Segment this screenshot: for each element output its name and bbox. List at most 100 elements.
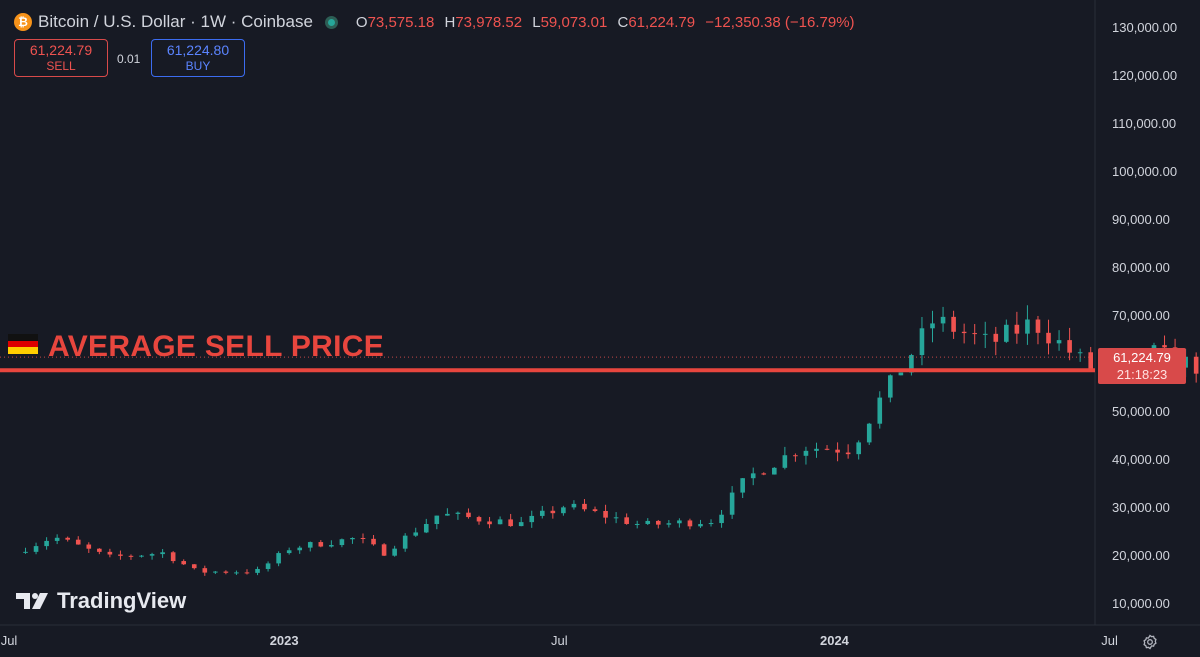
candle-body-down [118, 554, 123, 556]
candle-body-up [44, 540, 49, 547]
x-tick-label: Jul [551, 633, 568, 648]
sell-button[interactable]: 61,224.79 SELL [14, 39, 108, 77]
x-tick-label: Jul [1101, 633, 1118, 648]
candle-body-down [97, 548, 102, 552]
candle-body-up [434, 515, 440, 524]
candle-body-up [866, 423, 872, 443]
sell-price: 61,224.79 [29, 42, 93, 58]
candle-body-up [645, 520, 651, 524]
candle-body-down [624, 517, 629, 524]
candle-body-up [23, 551, 28, 553]
candle-body-up [919, 328, 925, 356]
chart-settings-button[interactable] [1140, 632, 1160, 652]
bitcoin-icon: ₿ [14, 13, 32, 31]
candle-body-up [423, 523, 429, 533]
high-value: 73,978.52 [455, 13, 523, 31]
candle-body-up [234, 572, 239, 574]
candle-body-up [139, 555, 144, 557]
y-tick-label: 130,000.00 [1112, 20, 1177, 35]
symbol-title[interactable]: Bitcoin / U.S. Dollar · 1W · Coinbase [38, 12, 313, 31]
buy-price: 61,224.80 [166, 42, 230, 58]
y-tick-label: 100,000.00 [1112, 164, 1177, 179]
low-key: L [532, 13, 541, 31]
candle-body-up [571, 503, 577, 508]
candle-body-down [592, 509, 598, 511]
candle-body-up [729, 492, 735, 515]
y-tick-label: 30,000.00 [1112, 500, 1170, 515]
candle-body-down [1067, 340, 1072, 353]
candle-body-down [1088, 352, 1094, 370]
candle-body-up [307, 542, 313, 548]
candle-body-down [582, 503, 587, 510]
y-tick-label: 80,000.00 [1112, 260, 1170, 275]
candle-body-up [909, 355, 914, 373]
candle-body-up [782, 455, 788, 468]
candle-body-down [972, 333, 977, 335]
candle-body-up [1077, 352, 1083, 354]
candle-body-up [265, 563, 271, 569]
candle-body-down [845, 452, 851, 455]
candle-body-up [856, 442, 861, 455]
x-tick-label: 2024 [820, 633, 850, 648]
candle-body-up [1004, 324, 1009, 342]
candle-body-down [951, 316, 956, 332]
candle-body-down [761, 473, 767, 475]
candle-body-down [65, 537, 70, 540]
last-price-label: 61,224.79 21:18:23 [1098, 348, 1186, 384]
candle-body-up [339, 539, 345, 546]
candle-body-down [687, 520, 693, 527]
candle-body-up [160, 552, 165, 555]
candle-body-up [930, 323, 935, 329]
buy-button[interactable]: 61,224.80 BUY [151, 39, 245, 77]
candle-body-down [371, 538, 376, 545]
candle-body-down [318, 542, 324, 547]
candle-body-up [750, 473, 756, 479]
y-tick-label: 110,000.00 [1112, 116, 1176, 131]
sell-label: SELL [46, 59, 76, 73]
low-value: 59,073.01 [540, 13, 608, 31]
candle-body-up [877, 397, 883, 424]
candle-body-down [793, 455, 798, 457]
candle-body-up [402, 535, 408, 549]
close-value: 61,224.79 [628, 13, 696, 31]
candle-body-down [508, 519, 513, 527]
candle-body-down [181, 561, 187, 565]
candle-body-down [466, 512, 471, 518]
candle-body-up [518, 522, 524, 527]
candle-body-up [677, 520, 682, 524]
candle-body-up [33, 546, 39, 552]
open-key: O [355, 13, 368, 31]
candle-body-up [445, 513, 450, 516]
candle-body-up [561, 507, 566, 514]
candle-body-down [961, 331, 967, 334]
candle-body-up [286, 550, 292, 554]
candle-body-up [413, 532, 419, 536]
candle-body-up [772, 467, 777, 475]
candle-body-down [202, 568, 208, 573]
candle-body-up [719, 514, 724, 524]
candle-body-up [1056, 340, 1062, 344]
x-tick-label: Jul [1, 633, 18, 648]
ohlc-readout: O73,575.18 H73,978.52 L59,073.01 C61,224… [350, 14, 855, 31]
candle-body-down [603, 510, 608, 518]
candle-body-down [107, 551, 113, 555]
candle-body-up [149, 554, 155, 556]
candle-body-down [1162, 345, 1167, 348]
candle-body-down [244, 572, 250, 574]
candle-body-up [329, 545, 334, 547]
y-tick-label: 90,000.00 [1112, 212, 1170, 227]
candle-body-down [191, 564, 197, 569]
candle-body-up [455, 512, 461, 514]
candle-body-up [297, 547, 303, 551]
gear-icon [1143, 634, 1157, 650]
close-key: C [617, 13, 629, 31]
candle-body-up [898, 372, 904, 376]
y-tick-label: 120,000.00 [1112, 68, 1177, 83]
candle-body-up [698, 524, 703, 527]
candle-body-up [708, 523, 714, 525]
symbol-header: ₿ Bitcoin / U.S. Dollar · 1W · Coinbase … [14, 11, 855, 33]
candle-body-up [803, 450, 809, 456]
high-key: H [444, 13, 456, 31]
tradingview-logo[interactable]: TradingView [16, 588, 186, 614]
